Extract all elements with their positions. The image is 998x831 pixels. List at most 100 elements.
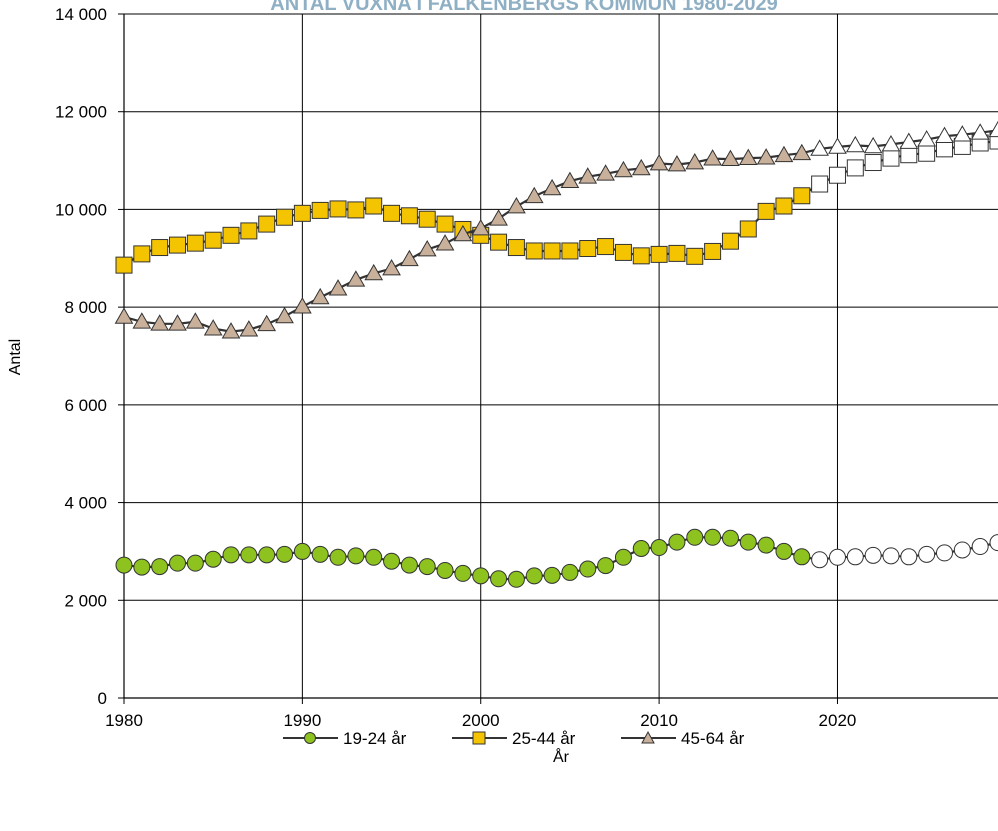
data-point <box>988 120 998 138</box>
data-point <box>828 548 846 566</box>
data-point <box>757 536 775 554</box>
data-point <box>543 566 561 584</box>
data-point <box>597 557 615 575</box>
data-point <box>864 546 882 564</box>
data-point <box>133 245 151 263</box>
data-point <box>578 167 598 184</box>
data-point <box>828 166 846 184</box>
data-point <box>310 287 330 305</box>
data-point <box>882 149 900 167</box>
data-point <box>524 186 544 204</box>
data-point <box>490 233 508 251</box>
y-tick-label: 0 <box>98 689 107 708</box>
data-point <box>579 240 597 258</box>
series-2 <box>115 132 998 274</box>
data-point <box>649 153 669 171</box>
data-point <box>739 533 757 551</box>
data-point <box>721 149 740 166</box>
data-point <box>561 563 579 581</box>
y-tick-label: 10 000 <box>55 200 107 219</box>
data-point <box>846 159 864 177</box>
data-point <box>132 312 152 329</box>
data-point <box>793 187 811 205</box>
data-point <box>436 215 454 233</box>
data-point <box>311 545 329 563</box>
data-point <box>347 201 365 219</box>
y-tick-label: 4 000 <box>64 494 107 513</box>
data-point <box>810 139 829 156</box>
data-point <box>150 314 170 331</box>
y-tick-label: 8 000 <box>64 298 107 317</box>
data-point <box>328 279 348 296</box>
data-point <box>970 123 990 140</box>
data-point <box>686 247 704 265</box>
data-point <box>436 561 454 579</box>
data-point <box>454 564 472 582</box>
data-point <box>365 197 383 215</box>
data-point <box>579 560 597 578</box>
data-point <box>952 125 972 142</box>
data-point <box>346 270 366 287</box>
data-point <box>222 226 240 244</box>
data-point <box>971 538 989 556</box>
data-point <box>507 239 525 257</box>
data-point <box>650 245 668 263</box>
data-point <box>418 210 436 228</box>
data-point <box>221 322 241 339</box>
data-point <box>953 541 971 559</box>
data-point <box>525 567 543 585</box>
data-point <box>472 567 490 585</box>
data-point <box>347 547 365 565</box>
data-point <box>490 570 508 588</box>
data-point <box>704 242 722 260</box>
data-point <box>632 539 650 557</box>
data-point <box>667 154 687 172</box>
data-point <box>435 234 455 251</box>
data-point <box>364 263 384 281</box>
data-point <box>276 545 294 563</box>
data-point <box>899 132 919 149</box>
data-point <box>863 136 883 154</box>
data-point <box>115 556 133 574</box>
data-point <box>275 306 294 324</box>
data-point <box>685 153 705 170</box>
data-point <box>918 144 936 162</box>
data-point <box>704 528 722 546</box>
data-point <box>169 554 187 572</box>
legend-label: 25-44 år <box>512 729 576 748</box>
legend-label: 19-24 år <box>343 729 407 748</box>
data-point <box>168 314 187 331</box>
data-point <box>774 145 794 163</box>
legend-marker <box>641 730 655 744</box>
series-3 <box>114 120 998 339</box>
data-point <box>846 548 864 566</box>
data-point <box>114 307 134 324</box>
data-point <box>453 224 473 242</box>
data-point <box>203 319 223 336</box>
data-point <box>418 558 436 576</box>
data-point <box>258 546 276 564</box>
data-point <box>739 220 757 238</box>
data-point <box>329 200 347 218</box>
x-tick-label: 1980 <box>105 711 143 730</box>
data-point <box>989 534 998 552</box>
data-point <box>293 297 312 314</box>
data-point <box>507 196 526 214</box>
x-tick-label: 2000 <box>462 711 500 730</box>
data-point <box>240 222 258 240</box>
data-point <box>240 546 258 564</box>
data-point <box>151 558 169 576</box>
data-point <box>560 171 580 188</box>
data-point <box>293 542 311 560</box>
data-point <box>151 239 169 257</box>
data-point <box>775 197 793 215</box>
data-point <box>881 134 901 152</box>
data-point <box>614 548 632 566</box>
data-point <box>917 130 937 147</box>
data-point <box>133 558 151 576</box>
data-point <box>239 320 259 337</box>
chart-title: ANTAL VUXNA I FALKENBERGS KOMMUN 1980-20… <box>270 0 778 15</box>
data-point <box>115 256 133 274</box>
data-point <box>400 207 418 225</box>
